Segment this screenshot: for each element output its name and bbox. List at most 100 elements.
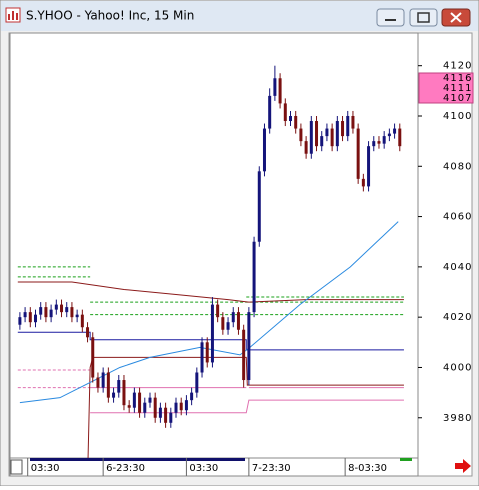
candle-body [148, 397, 152, 403]
candle-body [65, 307, 69, 313]
app-icon-bar [8, 14, 10, 20]
candle-body [86, 327, 90, 338]
candle-body [262, 128, 266, 172]
candle-body [28, 312, 32, 323]
candle-body [393, 128, 397, 134]
candle-body [44, 307, 48, 318]
candle-body [341, 121, 345, 137]
app-icon-bar [12, 11, 14, 20]
candle-body [153, 397, 157, 418]
y-tick-label: 4040 [443, 262, 472, 273]
candle-body [195, 372, 199, 393]
candle-body [335, 121, 339, 147]
y-tick-label: 4060 [443, 212, 472, 223]
candle-body [398, 128, 402, 147]
candle-body [242, 329, 246, 381]
candle-body [372, 141, 376, 147]
candle-body [96, 377, 100, 388]
candle-body [346, 115, 350, 137]
candle-body [205, 342, 209, 363]
candle-body [143, 402, 147, 413]
candle-body [387, 133, 391, 137]
plot-area [9, 32, 419, 459]
y-tick-label: 4100 [443, 111, 472, 122]
candle-body [75, 314, 79, 318]
candle-body [236, 312, 240, 330]
candle-body [257, 171, 261, 242]
candle-body [18, 317, 22, 325]
candle-body [80, 314, 84, 328]
candle-body [117, 380, 121, 393]
candle-body [112, 392, 116, 398]
candle-body [289, 115, 292, 122]
candle-body [169, 412, 173, 423]
maximize-button[interactable] [409, 8, 438, 27]
candle-body [351, 115, 355, 129]
candle-body [216, 304, 220, 318]
candle-body [39, 307, 43, 315]
candle-body [330, 128, 334, 147]
candle-body [164, 407, 168, 423]
candle-body [325, 128, 329, 137]
candle-body [101, 372, 105, 388]
y-tick-label: 4120 [443, 61, 472, 72]
candle-body [367, 146, 371, 187]
indicator-line [19, 221, 399, 404]
candle-body [273, 78, 277, 96]
candle-body [315, 121, 319, 147]
candle-body [299, 128, 303, 142]
candle-body [127, 405, 131, 408]
checkbox[interactable] [10, 459, 23, 475]
candle-body [174, 402, 178, 413]
candle-body [268, 95, 272, 129]
scroll-arrow[interactable] [455, 459, 471, 473]
price-tag: 4111 [443, 83, 472, 94]
y-tick-label: 4020 [443, 312, 472, 323]
candle-body [283, 103, 287, 122]
x-tick-label: 03:30 [31, 463, 60, 474]
close-icon [450, 12, 462, 23]
x-tick-label: 7-23:30 [252, 463, 291, 474]
app-icon-bar [16, 13, 18, 20]
time-band [400, 458, 412, 461]
candle-body [382, 136, 386, 144]
candle-body [179, 402, 183, 411]
indicator-line [17, 331, 404, 351]
candle-body [304, 141, 308, 154]
candle-body [356, 128, 360, 179]
time-band [30, 458, 245, 461]
candle-body [158, 407, 162, 418]
candle-body [226, 322, 230, 330]
candle-body [210, 304, 214, 363]
maximize-icon [417, 12, 430, 23]
candle-body [320, 136, 324, 147]
candle-body [294, 115, 298, 129]
candle-body [132, 392, 136, 408]
candle-body [278, 78, 282, 104]
candle-body [91, 337, 95, 378]
indicator-line [90, 399, 404, 414]
indicator-line [17, 281, 404, 303]
candle-body [200, 342, 204, 373]
window-title: S.YHOO - Yahoo! Inc, 15 Min [26, 9, 194, 23]
candle-body [377, 141, 381, 144]
candle-body [184, 400, 188, 411]
minimize-button[interactable] [376, 8, 405, 27]
price-tag-box [418, 72, 474, 104]
y-tick-label: 4080 [443, 161, 472, 172]
x-tick-label: 03:30 [189, 463, 218, 474]
candle-body [361, 178, 365, 187]
candle-body [60, 304, 64, 313]
candle-body [252, 241, 256, 313]
y-tick-label: 4000 [443, 362, 472, 373]
candle-body [122, 380, 126, 406]
candle-body [138, 392, 142, 413]
x-tick-label: 8-03:30 [348, 463, 387, 474]
candle-body [309, 121, 313, 154]
candle-body [190, 392, 194, 401]
candle-body [70, 307, 74, 318]
candle-body [221, 317, 225, 330]
y-tick-label: 3980 [443, 413, 472, 424]
candle-body [49, 309, 53, 318]
